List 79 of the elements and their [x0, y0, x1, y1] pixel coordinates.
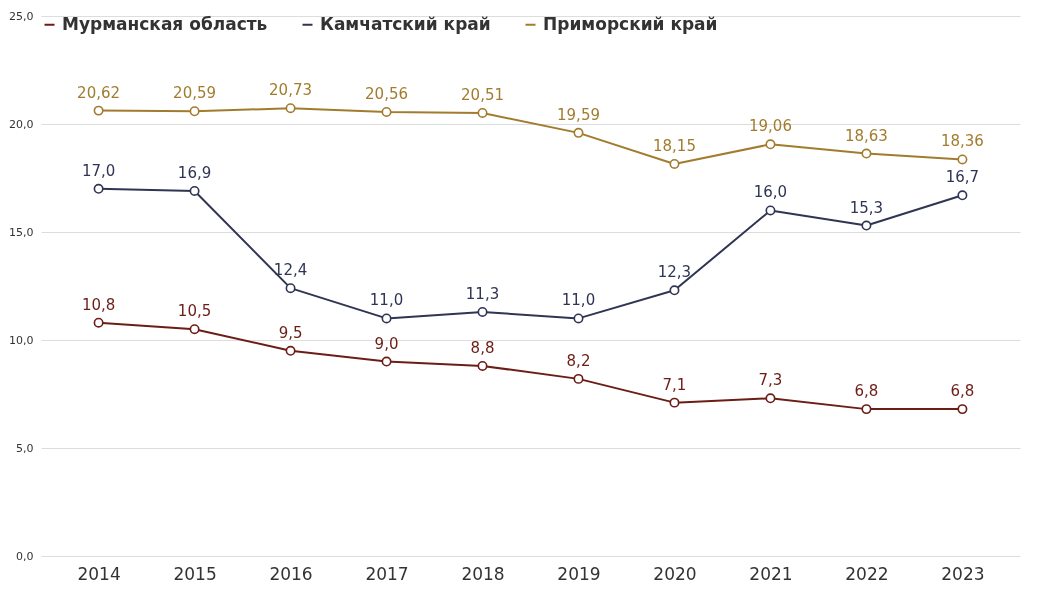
x-tick-label: 2017	[365, 563, 409, 584]
point	[477, 360, 488, 371]
point	[189, 106, 200, 117]
point	[189, 324, 200, 335]
point	[285, 283, 296, 294]
point	[477, 108, 488, 118]
y-tick-label: 20,0	[9, 117, 34, 131]
data-label: 16,9	[177, 163, 212, 182]
point	[573, 373, 584, 384]
point	[285, 345, 296, 356]
x-tick-label: 2020	[653, 563, 697, 584]
data-label: 18,36	[940, 132, 984, 151]
data-label: 9,0	[374, 334, 399, 353]
data-label: 10,8	[81, 295, 116, 314]
point	[861, 404, 872, 415]
point	[381, 106, 392, 117]
point	[573, 127, 584, 138]
point	[93, 183, 104, 194]
data-label: 12,3	[657, 263, 692, 282]
x-tick-label: 2023	[941, 563, 985, 584]
data-label: 20,59	[173, 84, 217, 103]
data-label: 11,0	[561, 291, 596, 310]
point	[765, 393, 776, 404]
data-label: 20,62	[77, 83, 121, 102]
data-label: 9,5	[278, 323, 303, 342]
data-label: 8,8	[470, 338, 495, 357]
data-label: 16,7	[945, 168, 980, 187]
data-label: 10,5	[177, 302, 212, 321]
y-tick-label: 0,0	[16, 549, 34, 563]
data-label: 18,63	[844, 126, 888, 145]
point	[477, 306, 488, 317]
point	[381, 313, 392, 324]
data-label: 20,51	[461, 85, 504, 104]
x-tick-label: 2014	[77, 563, 121, 584]
data-label: 18,15	[652, 136, 696, 155]
x-tick-label: 2019	[557, 563, 601, 584]
data-label: 6,8	[950, 382, 975, 401]
point	[285, 103, 296, 114]
legend-label: Мурманская область	[62, 13, 268, 34]
point	[669, 285, 680, 296]
x-tick-label: 2022	[845, 563, 889, 584]
data-label: 12,4	[273, 261, 308, 280]
data-label: 19,59	[557, 105, 600, 124]
point	[669, 397, 680, 408]
point	[861, 220, 872, 231]
data-label: 19,06	[748, 117, 792, 136]
data-label: 11,3	[465, 284, 500, 303]
data-label: 15,3	[849, 198, 884, 217]
point	[189, 185, 200, 196]
point	[957, 190, 968, 201]
data-label: 11,0	[369, 291, 404, 310]
data-label: 7,1	[662, 375, 687, 394]
data-label: 8,2	[566, 351, 591, 370]
data-label: 7,3	[758, 371, 783, 390]
point	[765, 205, 776, 216]
point	[573, 313, 584, 324]
point	[93, 317, 104, 328]
x-tick-label: 2018	[461, 563, 505, 584]
point	[93, 105, 104, 116]
point	[861, 148, 872, 159]
legend-label: Камчатский край	[320, 13, 491, 34]
y-tick-label: 10,0	[9, 333, 34, 347]
data-label: 6,8	[854, 382, 879, 401]
legend-label: Приморский край	[543, 13, 718, 34]
point	[765, 139, 776, 150]
point	[381, 356, 392, 367]
x-tick-label: 2016	[269, 563, 313, 584]
point	[957, 404, 968, 415]
x-tick-label: 2021	[749, 563, 793, 584]
data-label: 20,56	[365, 84, 409, 103]
y-tick-label: 5,0	[16, 441, 34, 455]
point	[669, 158, 680, 169]
data-label: 17,0	[81, 161, 116, 180]
y-tick-label: 15,0	[9, 225, 34, 239]
data-label: 16,0	[753, 183, 788, 202]
data-label: 20,73	[269, 81, 313, 100]
y-tick-label: 25,0	[9, 9, 34, 23]
x-tick-label: 2015	[173, 563, 217, 584]
point	[957, 154, 968, 165]
